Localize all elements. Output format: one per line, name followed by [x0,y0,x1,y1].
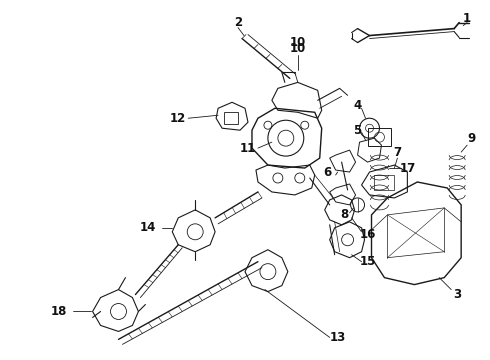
Text: 10: 10 [290,36,306,49]
Text: 13: 13 [329,331,346,344]
Text: 7: 7 [393,145,401,159]
Text: 1: 1 [463,12,471,25]
Text: 3: 3 [453,288,461,301]
Bar [368,128,392,146]
Text: 18: 18 [50,305,67,318]
Text: 16: 16 [359,228,376,241]
Text: 4: 4 [353,99,362,112]
Text: 12: 12 [170,112,186,125]
Text: 10: 10 [290,42,306,55]
Text: 17: 17 [399,162,416,175]
Text: 15: 15 [359,255,376,268]
Text: 6: 6 [323,166,332,179]
Bar [374,175,394,190]
Bar [224,112,238,124]
Text: 9: 9 [467,132,475,145]
Text: 8: 8 [341,208,349,221]
Text: 14: 14 [140,221,157,234]
Text: 11: 11 [240,141,256,155]
Text: 5: 5 [353,124,362,137]
Text: 2: 2 [234,16,242,29]
